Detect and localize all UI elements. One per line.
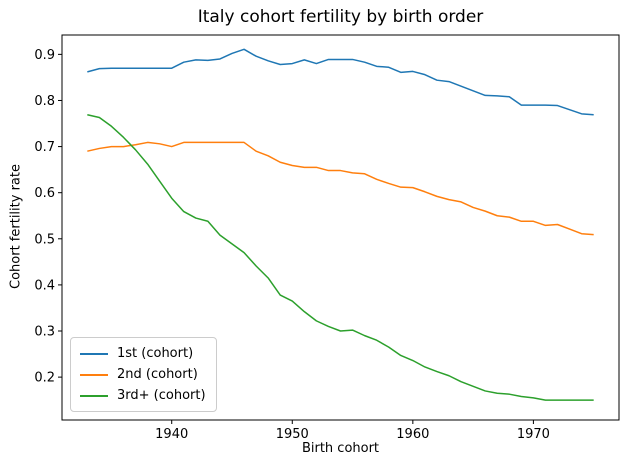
chart-title: Italy cohort fertility by birth order	[197, 7, 484, 27]
legend-swatch-2nd	[80, 373, 108, 376]
legend-swatch-1st	[80, 352, 108, 355]
x-axis-label: Birth cohort	[301, 441, 380, 456]
y-tick-label: 0.2	[34, 371, 55, 386]
y-tick-label: 0.6	[34, 186, 55, 201]
x-tick-label: 1950	[276, 427, 309, 442]
x-tick-label: 1940	[155, 427, 188, 442]
legend-label-3rd: 3rd+ (cohort)	[117, 388, 206, 403]
legend-item-2nd: 2nd (cohort)	[80, 367, 206, 382]
legend-item-3rd: 3rd+ (cohort)	[80, 388, 206, 403]
y-tick-label: 0.9	[34, 48, 55, 63]
y-tick-label: 0.7	[34, 140, 55, 155]
axes-frame	[61, 34, 620, 421]
legend-item-1st: 1st (cohort)	[80, 346, 206, 361]
legend: 1st (cohort) 2nd (cohort) 3rd+ (cohort)	[70, 337, 217, 412]
y-tick-label: 0.5	[34, 232, 55, 247]
legend-swatch-3rd	[80, 394, 108, 397]
y-tick-label: 0.4	[34, 278, 55, 293]
legend-label-1st: 1st (cohort)	[117, 346, 194, 361]
series-line-0	[87, 48, 594, 116]
y-tick-label: 0.3	[34, 325, 55, 340]
series-line-1	[87, 141, 594, 236]
x-tick-label: 1960	[396, 427, 429, 442]
x-tick-label: 1970	[517, 427, 550, 442]
legend-label-2nd: 2nd (cohort)	[117, 367, 198, 382]
series-line-2	[87, 114, 594, 401]
y-tick-label: 0.8	[34, 94, 55, 109]
